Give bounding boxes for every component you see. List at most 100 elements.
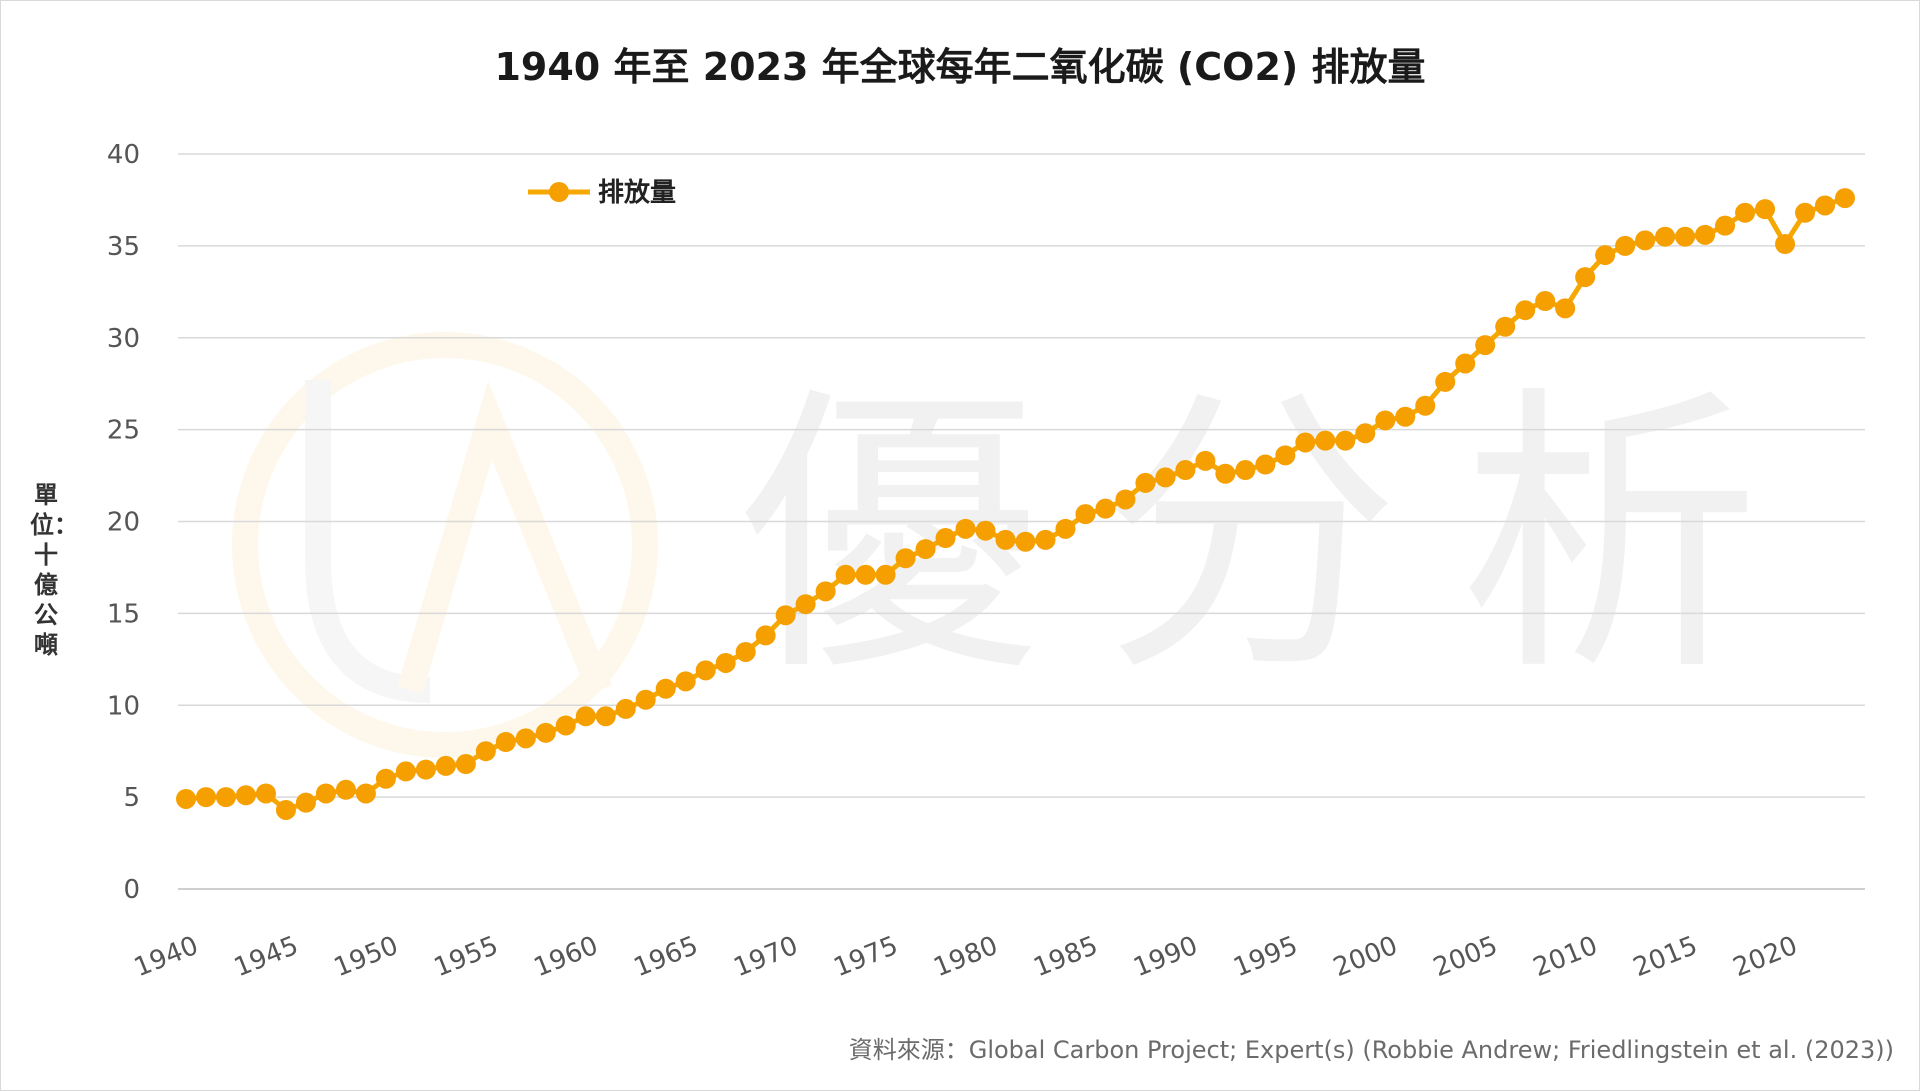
x-tick-label-1990: 1990 [1129, 931, 1202, 984]
data-point-2013 [1635, 230, 1656, 251]
data-point-2022 [1815, 195, 1836, 216]
data-point-1951 [395, 761, 416, 782]
legend: 排放量 [528, 177, 676, 208]
data-point-1995 [1275, 445, 1296, 466]
x-tick-label-2020: 2020 [1729, 931, 1802, 984]
data-point-1987 [1115, 489, 1136, 510]
data-point-1978 [935, 528, 956, 549]
x-tick-label-1970: 1970 [730, 931, 803, 984]
data-point-1984 [1055, 518, 1076, 539]
y-tick-label-40: 40 [107, 140, 140, 170]
data-point-2020 [1775, 234, 1796, 255]
data-point-2005 [1475, 335, 1496, 356]
data-point-1949 [355, 783, 376, 804]
data-point-1960 [575, 706, 596, 727]
data-point-1972 [815, 581, 836, 602]
data-point-1997 [1315, 430, 1336, 451]
data-point-2002 [1415, 395, 1436, 416]
y-tick-label-5: 5 [123, 783, 140, 813]
data-point-1955 [475, 741, 496, 762]
data-point-1962 [615, 698, 636, 719]
data-point-1999 [1355, 423, 1376, 444]
data-point-1989 [1155, 467, 1176, 488]
data-point-1950 [375, 768, 396, 789]
data-point-1992 [1215, 463, 1236, 484]
data-point-1974 [855, 564, 876, 585]
data-point-2012 [1615, 235, 1636, 256]
data-point-1980 [975, 520, 996, 541]
data-point-2009 [1555, 298, 1576, 319]
data-point-2014 [1655, 226, 1676, 247]
data-point-2023 [1835, 188, 1855, 209]
data-point-1941 [195, 787, 216, 808]
x-tick-label-1995: 1995 [1229, 931, 1302, 984]
x-tick-label-1975: 1975 [830, 931, 903, 984]
data-point-1940 [176, 788, 196, 809]
series-emissions [176, 188, 1855, 820]
y-tick-label-10: 10 [107, 691, 140, 721]
data-point-1991 [1195, 450, 1216, 471]
data-point-1967 [715, 652, 736, 673]
data-point-1975 [875, 564, 896, 585]
data-point-2006 [1495, 316, 1516, 337]
data-point-1983 [1035, 529, 1056, 550]
data-point-1970 [775, 605, 796, 626]
data-point-1964 [655, 678, 676, 699]
data-point-1981 [995, 529, 1016, 550]
x-tick-label-2015: 2015 [1629, 931, 1702, 984]
watermark-logo [232, 332, 658, 758]
data-point-1968 [735, 641, 756, 662]
x-tick-label-2000: 2000 [1329, 931, 1402, 984]
data-point-2003 [1435, 371, 1456, 392]
y-tick-label-20: 20 [107, 508, 140, 538]
watermark-text: 優分析 [740, 362, 1820, 711]
data-point-1958 [535, 722, 556, 743]
data-point-1961 [595, 706, 616, 727]
data-point-1988 [1135, 472, 1156, 493]
data-point-1963 [635, 689, 656, 710]
y-tick-label-0: 0 [123, 875, 140, 905]
data-point-1942 [215, 787, 236, 808]
data-point-1952 [415, 759, 436, 780]
data-point-1994 [1255, 454, 1276, 475]
data-point-1993 [1235, 460, 1256, 481]
source-note: 資料來源：Global Carbon Project; Expert(s) (R… [848, 1036, 1894, 1064]
y-tick-label-35: 35 [107, 232, 140, 262]
y-tick-label-15: 15 [107, 599, 140, 629]
data-point-1966 [695, 660, 716, 681]
data-point-2017 [1715, 215, 1736, 236]
data-point-2010 [1575, 267, 1596, 288]
data-point-1985 [1075, 504, 1096, 525]
data-point-1954 [455, 754, 476, 775]
x-tick-label-1965: 1965 [630, 931, 703, 984]
x-tick-label-2010: 2010 [1529, 931, 1602, 984]
data-point-1957 [515, 728, 536, 749]
data-point-1977 [915, 539, 936, 560]
legend-label: 排放量 [598, 177, 676, 208]
data-point-1976 [895, 548, 916, 569]
x-tick-label-1950: 1950 [330, 931, 403, 984]
data-point-2008 [1535, 291, 1556, 311]
data-point-2011 [1595, 245, 1616, 266]
data-point-2019 [1755, 199, 1776, 220]
data-point-2015 [1675, 226, 1696, 247]
x-tick-label-1980: 1980 [930, 931, 1003, 984]
data-point-2021 [1795, 202, 1816, 223]
data-point-1973 [835, 564, 856, 585]
data-point-1959 [555, 715, 576, 736]
data-point-1979 [955, 518, 976, 539]
data-point-1982 [1015, 531, 1036, 552]
data-point-1946 [295, 792, 316, 813]
data-point-1953 [435, 755, 456, 776]
gridlines [178, 153, 1865, 890]
data-point-2004 [1455, 353, 1476, 374]
data-point-2018 [1735, 202, 1756, 223]
data-point-1986 [1095, 498, 1116, 519]
data-point-1965 [675, 671, 696, 692]
data-point-2007 [1515, 300, 1536, 321]
y-tick-label-30: 30 [107, 324, 140, 354]
x-tick-label-1985: 1985 [1029, 931, 1102, 984]
chart-title: 1940 年至 2023 年全球每年二氧化碳 (CO2) 排放量 [494, 45, 1426, 89]
